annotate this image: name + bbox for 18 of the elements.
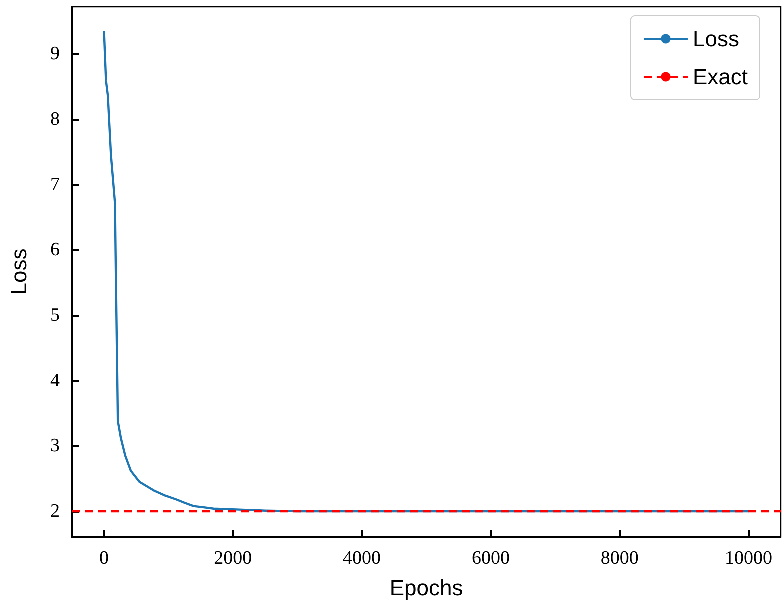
legend-label: Exact (692, 64, 748, 90)
y-axis-title: Loss (6, 248, 32, 296)
x-tick-label: 10000 (725, 548, 773, 569)
y-tick-label: 6 (50, 240, 60, 261)
legend-label: Loss (692, 26, 740, 52)
y-tick-label: 5 (50, 304, 60, 326)
y-tick-label: 3 (50, 436, 60, 457)
x-tick-label: 2000 (214, 548, 252, 569)
y-tick-label: 4 (50, 370, 60, 392)
y-tick-label: 2 (50, 501, 60, 522)
x-tick-label: 8000 (600, 548, 639, 569)
y-tick-label: 9 (50, 44, 60, 65)
x-tick-label: 6000 (472, 548, 510, 569)
x-tick-label: 0 (99, 548, 109, 569)
x-tick-label: 4000 (343, 548, 382, 569)
x-axis-title: Epochs (390, 576, 464, 600)
y-tick-label: 7 (50, 174, 60, 196)
y-tick-label: 8 (50, 108, 60, 130)
